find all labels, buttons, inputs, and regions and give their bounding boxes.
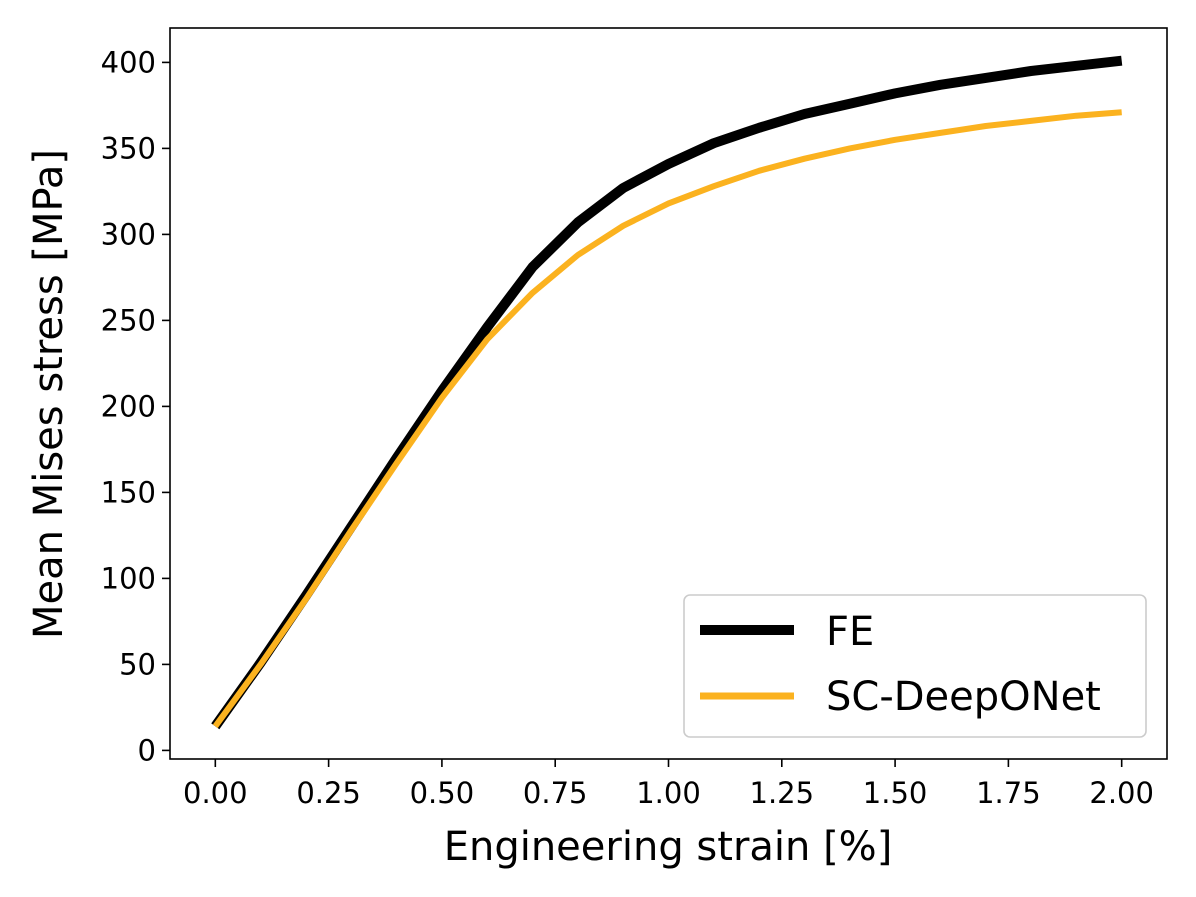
y-tick-label: 150 <box>101 475 156 509</box>
legend-box <box>683 594 1147 738</box>
y-tick-label: 300 <box>101 217 156 251</box>
y-tick-label: 50 <box>119 647 156 681</box>
y-tick-label: 0 <box>138 733 156 767</box>
y-tick-label: 200 <box>101 389 156 423</box>
y-tick-label: 350 <box>101 131 156 165</box>
x-tick-label: 1.00 <box>636 776 701 810</box>
x-axis-title: Engineering strain [%] <box>444 824 893 870</box>
x-tick-label: 0.00 <box>183 776 248 810</box>
y-axis: 0 50 100 150 200 250 300 350 400 <box>101 45 170 767</box>
legend: FE SC-DeepONet <box>683 594 1147 738</box>
x-tick-label: 1.25 <box>750 776 815 810</box>
x-tick-label: 1.50 <box>863 776 928 810</box>
x-tick-label: 0.50 <box>410 776 475 810</box>
y-tick-label: 250 <box>101 303 156 337</box>
x-tick-label: 1.75 <box>976 776 1041 810</box>
y-tick-label: 100 <box>101 561 156 595</box>
x-axis: 0.00 0.25 0.50 0.75 1.00 1.25 1.50 1.75 2.00 <box>183 759 1154 810</box>
y-tick-label: 400 <box>101 45 156 79</box>
x-tick-label: 0.25 <box>296 776 361 810</box>
y-axis-title: Mean Mises stress [MPa] <box>26 149 72 639</box>
x-tick-label: 2.00 <box>1089 776 1154 810</box>
series-layer <box>211 55 1123 730</box>
legend-label-sc-deeponet: SC-DeepONet <box>826 674 1101 720</box>
x-tick-label: 0.75 <box>523 776 588 810</box>
series-line-sc-deeponet <box>212 109 1122 729</box>
legend-label-fe: FE <box>826 609 874 655</box>
